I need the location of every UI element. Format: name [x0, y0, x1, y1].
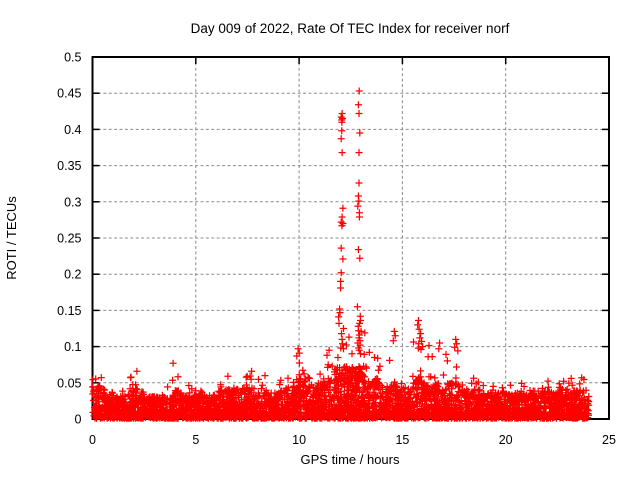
- chart-title: Day 009 of 2022, Rate Of TEC Index for r…: [191, 21, 510, 36]
- y-tick-label: 0.05: [57, 376, 81, 390]
- y-tick-label: 0.1: [64, 340, 81, 354]
- x-tick-labels: 0 5 10 15 20 25: [89, 433, 616, 447]
- x-tick-label: 25: [602, 433, 616, 447]
- y-tick-label: 0.45: [57, 87, 81, 101]
- grid-lines: [92, 57, 609, 419]
- x-tick-label: 15: [395, 433, 409, 447]
- y-tick-label: 0.35: [57, 159, 81, 173]
- y-tick-label: 0.25: [57, 232, 81, 246]
- y-tick-labels: 0 0.05 0.1 0.15 0.2 0.25 0.3 0.35 0.4 0.45 0.5: [57, 51, 81, 427]
- y-axis-label: ROTI / TECUs: [4, 196, 19, 280]
- y-tick-label: 0: [75, 413, 82, 427]
- x-tick-label: 5: [192, 433, 199, 447]
- x-tick-label: 20: [499, 433, 513, 447]
- roti-series-markers: [89, 87, 593, 422]
- x-tick-label: 0: [89, 433, 96, 447]
- x-tick-label: 10: [292, 433, 306, 447]
- y-tick-label: 0.2: [64, 268, 81, 282]
- x-axis-label: GPS time / hours: [301, 452, 400, 467]
- y-tick-label: 0.4: [64, 123, 81, 137]
- y-tick-label: 0.3: [64, 195, 81, 209]
- y-tick-label: 0.15: [57, 304, 81, 318]
- data-points: [89, 87, 593, 422]
- y-tick-label: 0.5: [64, 51, 81, 65]
